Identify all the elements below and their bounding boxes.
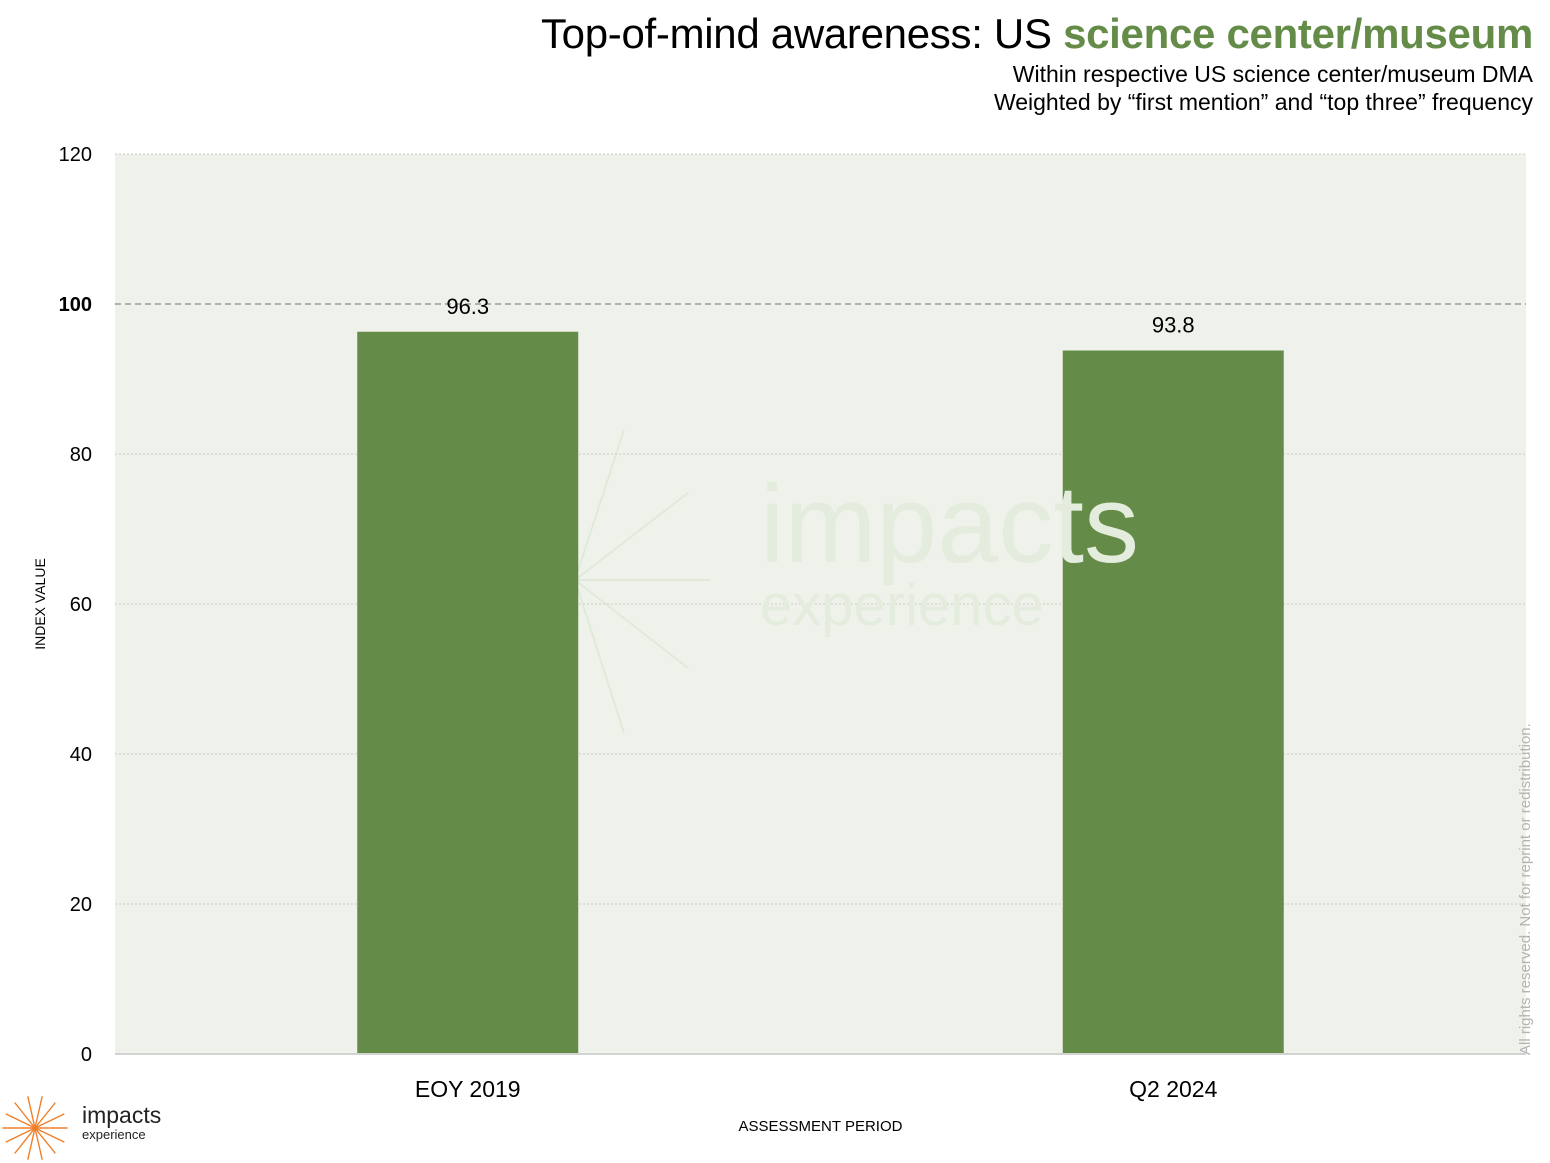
x-tick-label: Q2 2024 xyxy=(1129,1076,1217,1102)
logo: impacts experience xyxy=(82,1103,161,1142)
bar xyxy=(1062,350,1284,1054)
watermark-ray xyxy=(574,492,689,581)
data-label: 93.8 xyxy=(1152,313,1195,338)
x-tick-label: EOY 2019 xyxy=(415,1076,521,1102)
subtitle-line-2: Weighted by “first mention” and “top thr… xyxy=(993,89,1533,115)
watermark-ray xyxy=(574,579,689,669)
y-tick-label: 120 xyxy=(59,144,92,166)
y-tick-label: 0 xyxy=(81,1044,92,1066)
title-highlight: science center/museum xyxy=(1063,10,1533,57)
subtitle-line-1: Within respective US science center/muse… xyxy=(1012,61,1533,87)
rights-notice: All rights reserved. Not for reprint or … xyxy=(1517,723,1534,1055)
y-tick-label: 20 xyxy=(70,894,92,916)
sunburst-icon xyxy=(2,1096,68,1160)
data-label: 96.3 xyxy=(446,294,489,319)
title-block: Top-of-mind awareness: US science center… xyxy=(541,8,1533,116)
bar xyxy=(357,331,579,1054)
logo-word-2: experience xyxy=(82,1127,146,1142)
y-tick-label: 80 xyxy=(70,444,92,466)
y-axis-title: INDEX VALUE xyxy=(32,558,48,650)
logo-word-1: impacts xyxy=(82,1102,162,1128)
y-tick-label: 60 xyxy=(70,594,92,616)
x-axis-title: ASSESSMENT PERIOD xyxy=(739,1118,903,1135)
y-tick-label: 40 xyxy=(70,744,92,766)
chart-title: Top-of-mind awareness: US science center… xyxy=(541,8,1533,60)
y-tick-label: 100 xyxy=(59,294,92,316)
title-prefix: Top-of-mind awareness: US xyxy=(540,10,1064,57)
watermark-ray xyxy=(574,579,625,734)
watermark-ray xyxy=(574,429,625,581)
